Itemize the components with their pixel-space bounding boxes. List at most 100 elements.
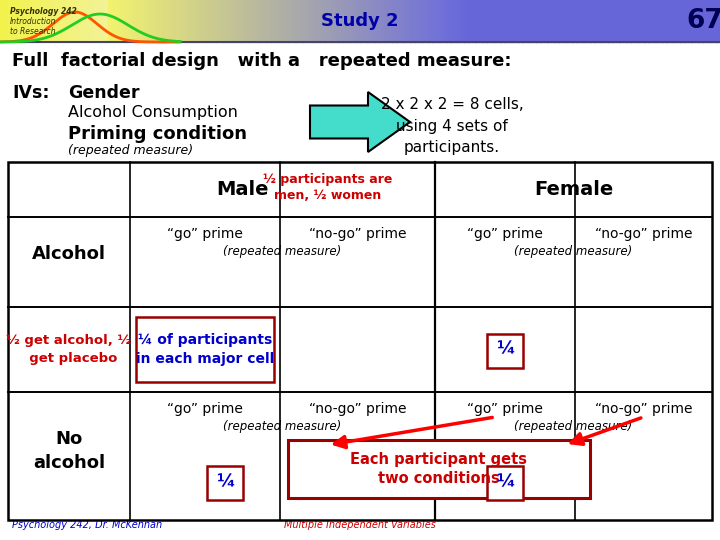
Bar (266, 0, 271, 42)
Bar (378, 0, 382, 42)
Bar (349, 0, 354, 42)
Text: (repeated measure): (repeated measure) (514, 420, 633, 433)
Bar (389, 0, 393, 42)
Bar (270, 0, 274, 42)
Bar (623, 0, 627, 42)
Bar (220, 0, 224, 42)
Bar (558, 0, 562, 42)
Text: (repeated measure): (repeated measure) (68, 144, 193, 157)
Text: Introduction: Introduction (10, 17, 56, 25)
Bar (256, 0, 260, 42)
Text: ¼ of participants
in each major cell: ¼ of participants in each major cell (136, 333, 274, 366)
Bar (119, 0, 123, 42)
Bar (652, 0, 656, 42)
Bar (612, 0, 616, 42)
Bar (133, 0, 138, 42)
Bar (320, 0, 325, 42)
Bar (583, 0, 588, 42)
Bar (281, 0, 285, 42)
Bar (565, 0, 570, 42)
Bar (58, 0, 62, 42)
Bar (104, 0, 109, 42)
Bar (302, 0, 307, 42)
Bar (241, 0, 246, 42)
Bar (482, 0, 487, 42)
Bar (490, 0, 494, 42)
Text: 2 x 2 x 2 = 8 cells,
using 4 sets of
participants.: 2 x 2 x 2 = 8 cells, using 4 sets of par… (381, 97, 523, 155)
Bar (43, 0, 48, 42)
Bar (504, 0, 508, 42)
Bar (148, 0, 152, 42)
Bar (353, 0, 357, 42)
Bar (673, 0, 678, 42)
Text: 67: 67 (687, 8, 720, 34)
Bar (641, 0, 645, 42)
Bar (338, 0, 343, 42)
Bar (443, 0, 447, 42)
Bar (122, 0, 127, 42)
Bar (677, 0, 681, 42)
Bar (688, 0, 692, 42)
Bar (65, 0, 69, 42)
Bar (54, 0, 58, 42)
Bar (410, 0, 415, 42)
Bar (634, 0, 638, 42)
Bar (8, 162, 712, 520)
Bar (79, 0, 84, 42)
Bar (529, 0, 534, 42)
Text: Psychology 242: Psychology 242 (10, 6, 77, 16)
Text: IVs:: IVs: (12, 84, 50, 102)
Bar (187, 0, 192, 42)
Text: Alcohol: Alcohol (32, 245, 106, 263)
Bar (371, 0, 375, 42)
Bar (169, 0, 174, 42)
Bar (540, 0, 544, 42)
Bar (115, 0, 120, 42)
Bar (328, 0, 332, 42)
Bar (526, 0, 530, 42)
FancyBboxPatch shape (136, 317, 274, 382)
Text: “no-go” prime: “no-go” prime (309, 402, 406, 416)
Bar (205, 0, 210, 42)
Bar (288, 0, 292, 42)
Bar (403, 0, 408, 42)
Bar (439, 0, 444, 42)
Bar (457, 0, 462, 42)
Bar (40, 0, 44, 42)
Bar (198, 0, 202, 42)
Bar (342, 0, 346, 42)
Bar (324, 0, 328, 42)
Bar (173, 0, 177, 42)
Bar (598, 0, 602, 42)
Text: Priming condition: Priming condition (68, 125, 247, 143)
Bar (18, 0, 22, 42)
Bar (569, 0, 573, 42)
Text: Gender: Gender (68, 84, 140, 102)
Bar (590, 0, 595, 42)
Bar (533, 0, 537, 42)
Bar (313, 0, 318, 42)
Bar (382, 0, 386, 42)
Bar (594, 0, 598, 42)
Text: “go” prime: “go” prime (467, 402, 543, 416)
Bar (227, 0, 231, 42)
Bar (479, 0, 483, 42)
Bar (176, 0, 181, 42)
Bar (616, 0, 620, 42)
Text: ½ get alcohol, ½
  get placebo: ½ get alcohol, ½ get placebo (6, 334, 132, 364)
Bar (317, 0, 321, 42)
Bar (432, 0, 436, 42)
Bar (14, 0, 19, 42)
Bar (68, 0, 73, 42)
Bar (446, 0, 451, 42)
Bar (32, 0, 37, 42)
Bar (680, 0, 685, 42)
FancyBboxPatch shape (207, 466, 243, 500)
Bar (22, 0, 26, 42)
Bar (367, 0, 372, 42)
Text: “no-go” prime: “no-go” prime (309, 227, 406, 241)
Bar (421, 0, 426, 42)
Bar (659, 0, 663, 42)
Bar (97, 0, 102, 42)
Bar (626, 0, 631, 42)
